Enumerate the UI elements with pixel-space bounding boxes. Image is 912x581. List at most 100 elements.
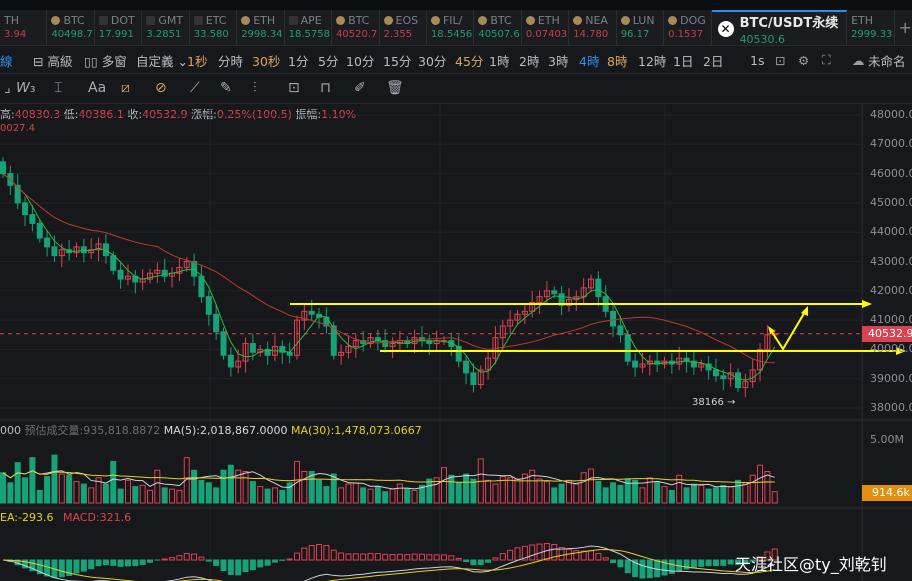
- layout-name-dropdown[interactable]: 未命名: [868, 53, 906, 69]
- macd-histogram-bar: [396, 553, 403, 561]
- volume-bar: [661, 486, 668, 504]
- ticker-name: ETH: [537, 13, 560, 27]
- candle-body: [227, 354, 234, 368]
- timeframe-button[interactable]: 線: [0, 53, 13, 69]
- ticker-tab[interactable]: BTC 40520.7: [332, 9, 380, 46]
- ticker-tab[interactable]: GMT 3.2851: [142, 9, 190, 46]
- ticker-tab[interactable]: APE 18.5758: [285, 9, 333, 46]
- volume-bar: [110, 460, 117, 504]
- ticker-tab[interactable]: EOS 2.355: [380, 9, 427, 46]
- ticker-tab[interactable]: DOT 17.991: [95, 9, 143, 46]
- ticker-name: FIL/: [442, 13, 463, 27]
- macd-histogram-bar: [580, 550, 587, 561]
- lock-drawings-icon[interactable]: ⫶: [253, 80, 257, 96]
- ticker-tab[interactable]: TH 3.94: [0, 9, 48, 46]
- macd-histogram-bar: [617, 559, 624, 568]
- ticker-tab[interactable]: ETH 2999.33: [847, 9, 895, 46]
- last-price-label: 40532.9: [862, 326, 912, 342]
- timeframe-button[interactable]: 1秒: [187, 53, 208, 69]
- timeframe-button[interactable]: 5分: [318, 53, 339, 69]
- wave-tool-icon[interactable]: 𝘞₃: [16, 80, 36, 96]
- macd-histogram-bar: [764, 551, 771, 561]
- bookmark-icon[interactable]: ⊓: [320, 80, 331, 96]
- timeframe-button[interactable]: 15分: [383, 53, 412, 69]
- line-tool-icon[interactable]: ⌟: [4, 80, 11, 96]
- text-tool-icon[interactable]: Aa: [88, 80, 107, 96]
- timeframe-button[interactable]: 10分: [346, 53, 375, 69]
- timeframe-button[interactable]: ▯▯ 多窗: [84, 53, 127, 69]
- timeframe-button[interactable]: 4時: [579, 53, 600, 69]
- ticker-tab[interactable]: LUN 96.17: [617, 9, 665, 46]
- ticker-price: 2999.33: [851, 28, 893, 40]
- volume-bar: [558, 483, 565, 504]
- candle-body: [220, 331, 227, 356]
- macd-histogram-bar: [411, 553, 418, 561]
- timeframe-button[interactable]: 12時: [638, 53, 667, 69]
- timeframe-button[interactable]: 2時: [519, 53, 540, 69]
- ticker-tab-active[interactable]: ✕ BTC/USDT永续 40530.6: [711, 9, 848, 46]
- volume-bar: [463, 473, 470, 504]
- ticker-tab[interactable]: ETC 33.580: [190, 9, 238, 46]
- volume-bar: [264, 488, 271, 504]
- candle-body: [58, 249, 65, 257]
- candle-body: [507, 319, 514, 327]
- measure-tool-icon[interactable]: ⌶: [54, 80, 63, 96]
- settings-icon[interactable]: ⚙: [798, 52, 810, 68]
- timeframe-button[interactable]: 3時: [548, 53, 569, 69]
- volume-bar: [301, 471, 308, 504]
- price-axis-label: 48000.0: [870, 108, 912, 121]
- timeframe-button[interactable]: 30分: [418, 53, 447, 69]
- timeframe-button[interactable]: 30秒: [252, 53, 281, 69]
- add-tab-button[interactable]: +: [898, 18, 912, 37]
- timeframe-button[interactable]: ⊟ 高級: [33, 53, 73, 69]
- add-chart-icon[interactable]: ⊡: [775, 52, 786, 68]
- macd-histogram-bar: [448, 555, 455, 561]
- candle-body: [639, 363, 646, 368]
- ticker-name: ETC: [205, 13, 227, 27]
- ticker-tab[interactable]: BTC 40498.7: [47, 9, 95, 46]
- volume-bar: [529, 469, 536, 504]
- fullscreen-icon[interactable]: ⛶: [822, 52, 831, 67]
- macd-histogram-bar: [698, 559, 705, 567]
- volume-bar: [95, 477, 102, 504]
- candle-body: [110, 255, 117, 271]
- macd-histogram-bar: [735, 559, 741, 566]
- timeframe-button[interactable]: 45分: [455, 53, 484, 69]
- interval-1s-button[interactable]: 1s: [750, 52, 765, 68]
- timeframe-button[interactable]: 1日: [673, 53, 694, 69]
- timeframe-button[interactable]: 分時: [218, 53, 244, 69]
- ticker-tab[interactable]: ETH 2998.34: [237, 9, 285, 46]
- timeframe-button[interactable]: 自定義 ⌄: [136, 53, 188, 69]
- candle-body: [514, 313, 521, 321]
- ticker-tab[interactable]: NEA 14.780: [569, 9, 617, 46]
- volume-ma5-line: [2, 470, 775, 490]
- pen-icon[interactable]: ✎: [220, 80, 232, 96]
- candle-body: [382, 340, 389, 347]
- ruler-icon[interactable]: ⟋: [190, 80, 200, 96]
- magnet-icon[interactable]: ⧄: [121, 80, 130, 96]
- ticker-tab[interactable]: DOG 0.1537: [664, 9, 712, 46]
- volume-bar: [220, 469, 227, 504]
- candle-body: [448, 340, 455, 347]
- volume-bar: [735, 479, 741, 504]
- timeframe-button[interactable]: 2日: [703, 53, 724, 69]
- ticker-name: EOS: [395, 13, 419, 27]
- macd-histogram-bar: [632, 559, 639, 578]
- trash-icon[interactable]: 🗑: [386, 80, 404, 96]
- timeframe-button[interactable]: 8時: [607, 53, 628, 69]
- candle-body: [176, 266, 183, 274]
- macd-histogram-bar: [191, 553, 198, 561]
- ticker-tab[interactable]: ETH 0.07403: [522, 9, 570, 46]
- cloud-icon[interactable]: ☁: [852, 52, 865, 68]
- timeframe-button[interactable]: 1分: [288, 53, 309, 69]
- ticker-price: 18.5456: [430, 28, 473, 40]
- ticker-tab[interactable]: FIL/18.5456: [427, 9, 475, 46]
- magnet-strong-icon[interactable]: ⊘: [155, 80, 167, 96]
- timeframe-button[interactable]: 1時: [489, 53, 510, 69]
- macd-histogram-bar: [374, 553, 381, 561]
- macd-histogram-bar: [551, 544, 558, 561]
- lock-icon[interactable]: ⊡: [288, 80, 300, 96]
- ticker-tab[interactable]: BTC 40507.6: [474, 9, 522, 46]
- edit-icon[interactable]: ✐: [354, 80, 366, 96]
